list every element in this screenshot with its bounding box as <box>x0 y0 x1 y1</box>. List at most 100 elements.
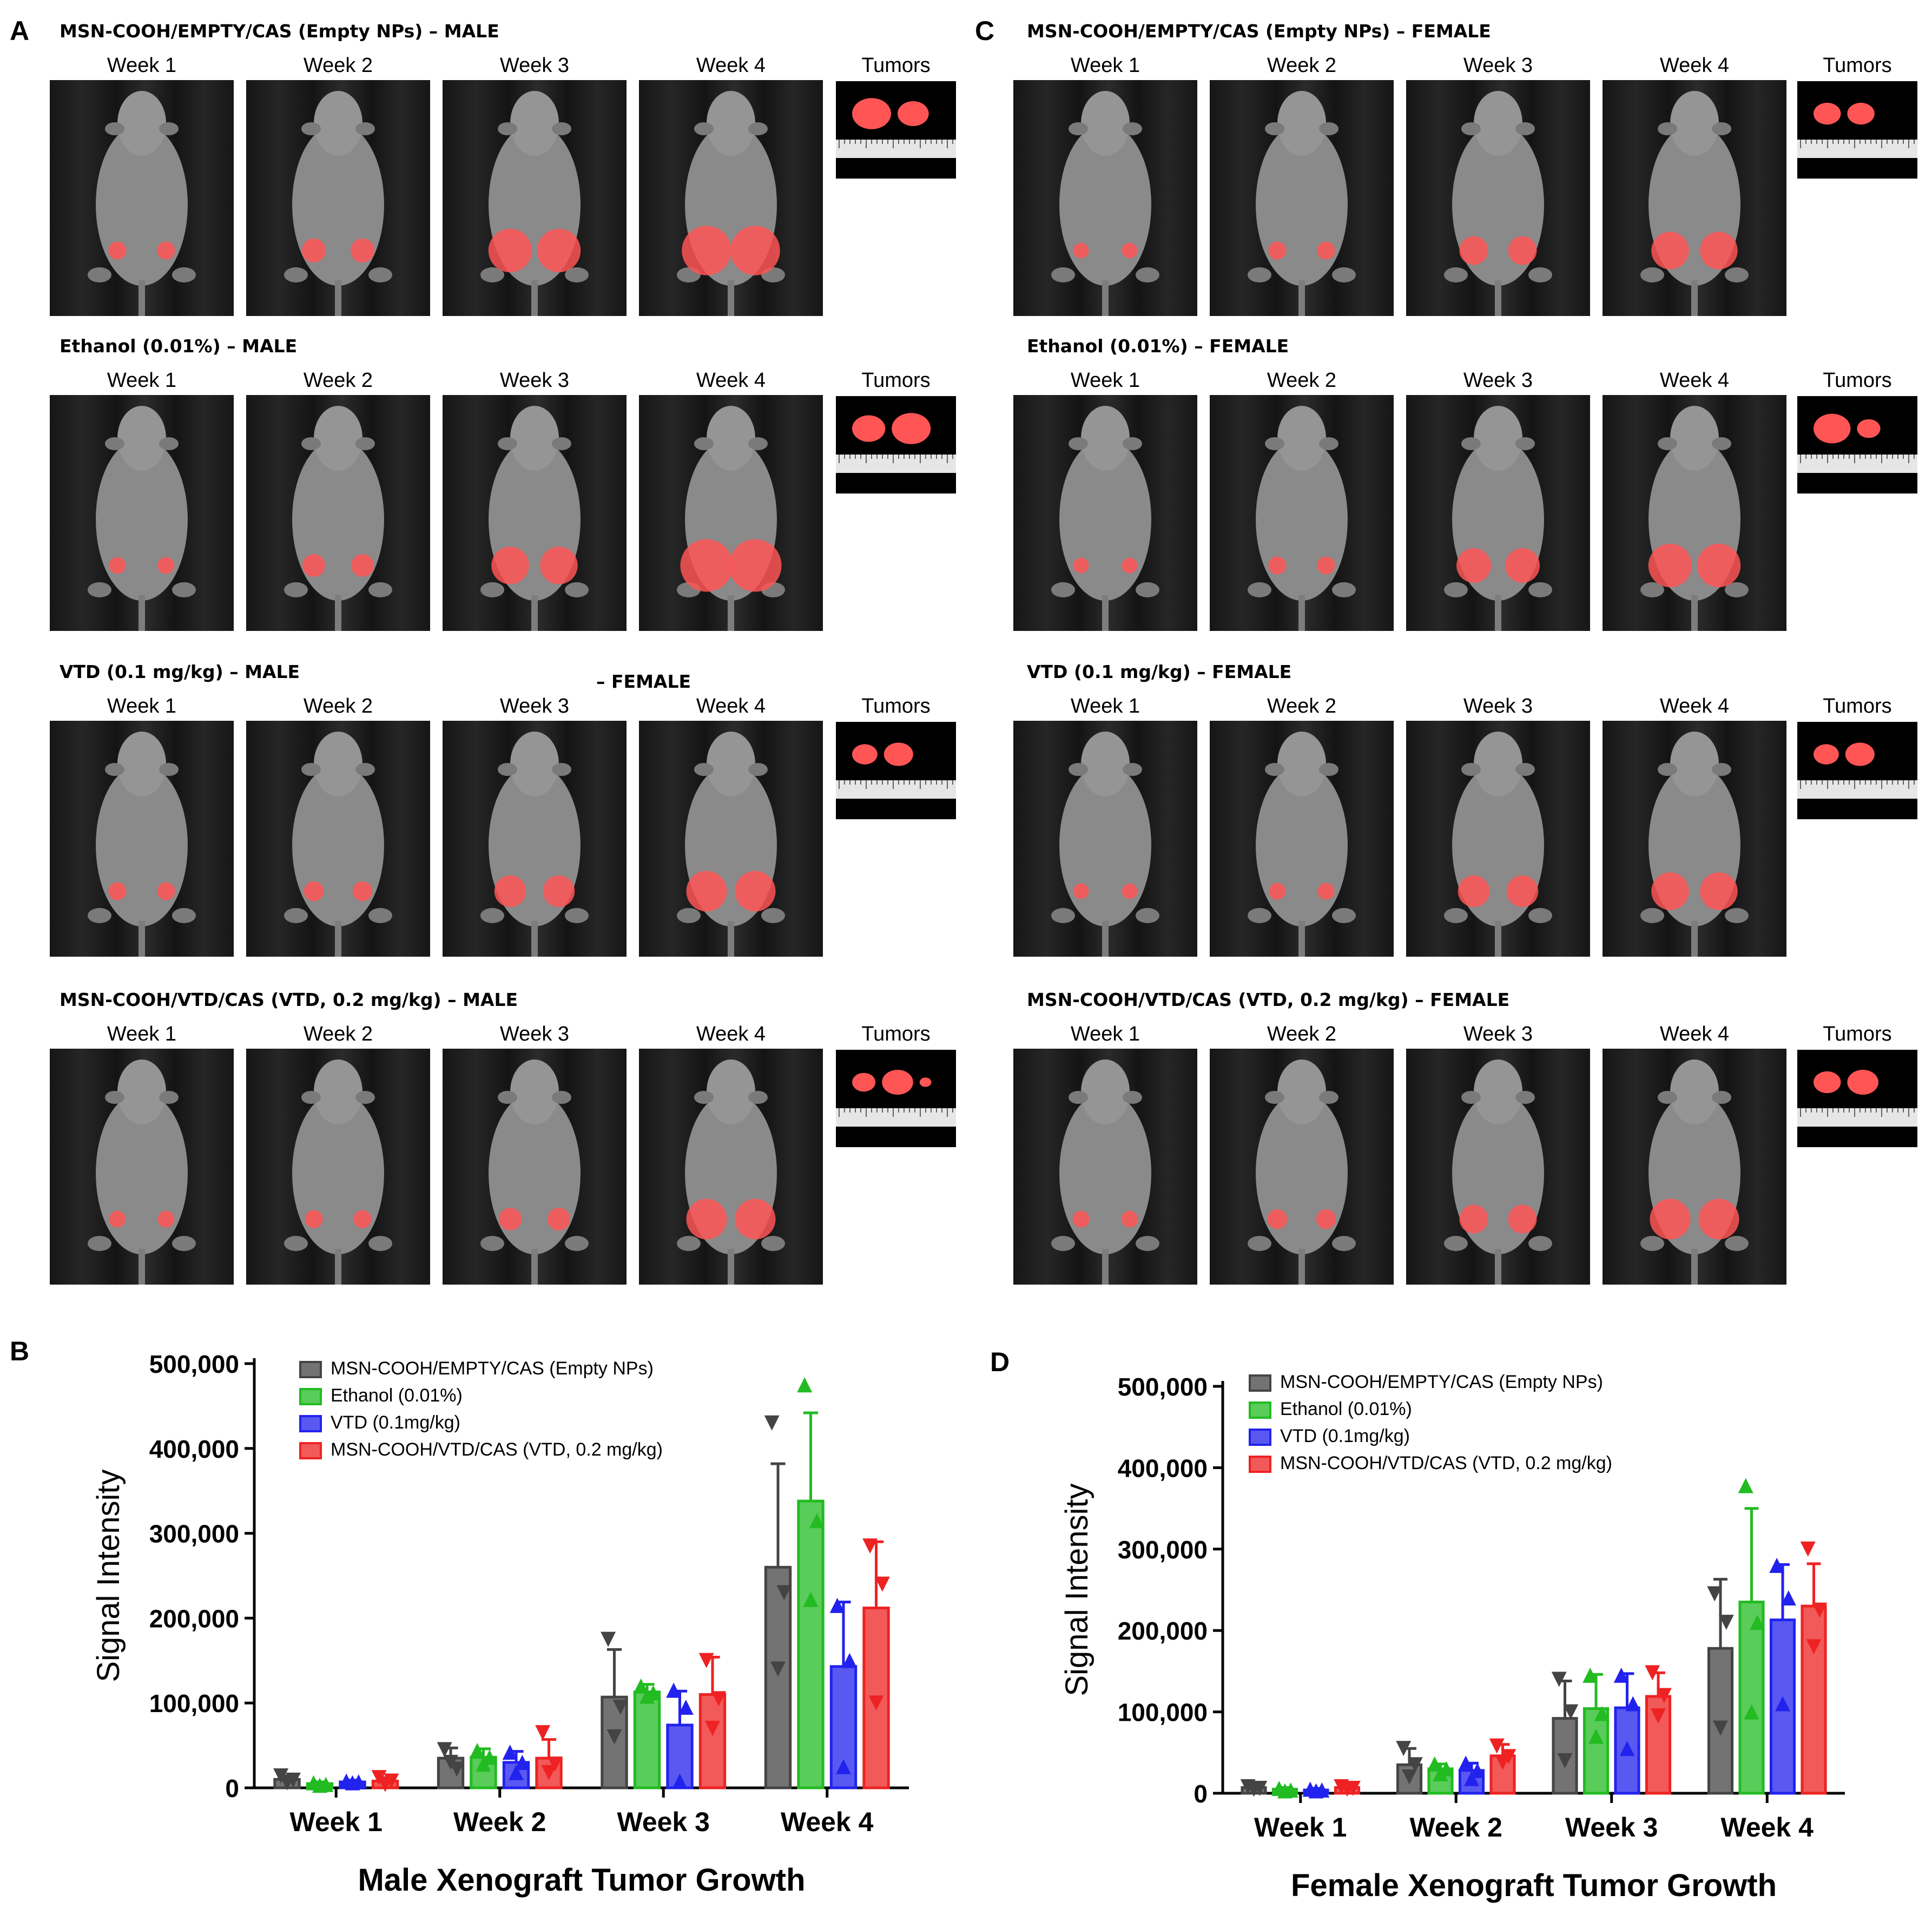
tumor-signal <box>1073 883 1089 899</box>
tumor-signal <box>1648 543 1692 588</box>
tumor-signal <box>1456 548 1491 583</box>
male-tumor-image <box>836 396 956 493</box>
male-week-label: Week 4 <box>696 695 766 718</box>
tumor-signal <box>494 875 526 907</box>
female-group-title: Ethanol (0.01%) – FEMALE <box>1027 335 1289 357</box>
x-tick-label: Week 1 <box>1254 1812 1347 1842</box>
data-point <box>1489 1738 1505 1754</box>
female-week-label: Week 3 <box>1463 54 1533 77</box>
tumor-signal <box>1458 875 1490 907</box>
female-group-title: MSN-COOH/EMPTY/CAS (Empty NPs) – FEMALE <box>1027 21 1491 42</box>
data-point <box>547 1756 563 1772</box>
data-point <box>1582 1667 1598 1683</box>
data-point <box>470 1743 485 1759</box>
tumor-signal <box>1122 557 1138 574</box>
tumor-signal <box>1267 1209 1288 1229</box>
male-week-label: Week 4 <box>696 1023 766 1045</box>
female-week-label: Week 1 <box>1070 369 1140 392</box>
tumor-signal <box>157 882 175 900</box>
y-axis-label: Signal Intensity <box>91 1469 126 1682</box>
tumor-signal <box>353 1210 372 1228</box>
female-mouse-image <box>1210 395 1394 631</box>
tumor-signal <box>1072 1210 1090 1228</box>
male-mouse-image <box>443 721 627 957</box>
tumor-signal <box>1697 543 1741 588</box>
tumor-signal <box>491 547 529 584</box>
male-tumors-label: Tumors <box>861 1023 931 1045</box>
data-point <box>829 1597 845 1613</box>
data-point <box>1769 1557 1785 1573</box>
male-week-label: Week 1 <box>107 54 177 77</box>
data-point <box>1744 1704 1759 1720</box>
tumor-signal <box>302 554 325 577</box>
male-week-label: Week 3 <box>499 695 570 718</box>
female-group-title: MSN-COOH/VTD/CAS (VTD, 0.2 mg/kg) – FEMA… <box>1027 989 1510 1010</box>
tumor-signal <box>1508 236 1537 265</box>
tumor-signal <box>1508 1205 1537 1234</box>
data-point <box>1718 1615 1734 1630</box>
data-point <box>318 1776 334 1792</box>
y-axis-label: Signal Intensity <box>1059 1483 1094 1696</box>
tumor-signal <box>1121 1210 1138 1228</box>
legend-swatch <box>299 1361 322 1378</box>
data-point <box>541 1765 557 1780</box>
female-week-label: Week 1 <box>1070 1023 1140 1045</box>
x-tick-label: Week 4 <box>781 1807 874 1837</box>
legend-swatch <box>1249 1374 1271 1392</box>
female-tumor-image <box>1797 81 1917 179</box>
legend-swatch <box>1249 1456 1271 1473</box>
data-point <box>874 1576 890 1592</box>
data-point <box>601 1631 616 1647</box>
male-mouse-image <box>639 80 823 316</box>
tumor-signal <box>157 1210 175 1228</box>
data-point <box>612 1700 628 1715</box>
female-mouse-image <box>1406 80 1590 316</box>
male-mouse-image <box>443 1049 627 1285</box>
tumor-signal <box>548 1208 570 1230</box>
male-group-title: Ethanol (0.01%) – MALE <box>60 335 298 357</box>
tumor-signal <box>1700 232 1738 269</box>
female-tumors-label: Tumors <box>1823 54 1892 77</box>
tumor-signal <box>352 881 373 901</box>
y-tick-label: 100,000 <box>149 1689 239 1717</box>
tumor-signal <box>540 547 578 584</box>
data-point <box>1252 1780 1268 1796</box>
female-mouse-image <box>1603 395 1786 631</box>
data-point <box>1651 1708 1666 1724</box>
male-mouse-image <box>246 1049 430 1285</box>
data-point <box>1469 1762 1485 1778</box>
male-mouse-image <box>50 721 234 957</box>
female-week-label: Week 1 <box>1070 695 1140 718</box>
y-tick-label: 200,000 <box>1118 1617 1208 1645</box>
data-point <box>509 1765 524 1780</box>
data-point <box>1775 1696 1790 1712</box>
tumor-signal <box>301 238 326 263</box>
male-group-title: MSN-COOH/VTD/CAS (VTD, 0.2 mg/kg) – MALE <box>60 989 518 1010</box>
male-week-label: Week 4 <box>696 54 766 77</box>
tumor-signal <box>1651 872 1689 910</box>
female-week-label: Week 4 <box>1659 695 1730 718</box>
legend-swatch <box>1249 1401 1271 1419</box>
y-tick-label: 300,000 <box>1118 1536 1208 1564</box>
tumor-signal <box>305 1210 323 1228</box>
tumor-signal <box>157 557 175 574</box>
female-mouse-image <box>1406 1049 1590 1285</box>
chart-female-xenograft: 0 100,000 200,000 300,000 400,000 500,000 Sign… <box>1059 1372 1845 1903</box>
data-point <box>842 1653 858 1668</box>
legend-swatch <box>1249 1429 1271 1446</box>
y-tick-label: 500,000 <box>149 1350 239 1378</box>
female-mouse-image <box>1406 395 1590 631</box>
data-point <box>678 1700 694 1715</box>
female-week-label: Week 2 <box>1267 1023 1337 1045</box>
tumor-signal <box>1505 548 1540 583</box>
data-point <box>1619 1741 1635 1756</box>
stray-female-label: – FEMALE <box>596 671 691 692</box>
female-week-label: Week 4 <box>1659 54 1730 77</box>
male-mouse-image <box>50 395 234 631</box>
tumor-signal <box>1650 1199 1691 1240</box>
female-tumors-label: Tumors <box>1823 1023 1892 1045</box>
tumor-signal <box>1317 556 1335 575</box>
data-point <box>437 1742 452 1758</box>
data-point <box>803 1591 819 1607</box>
female-week-label: Week 2 <box>1267 695 1337 718</box>
